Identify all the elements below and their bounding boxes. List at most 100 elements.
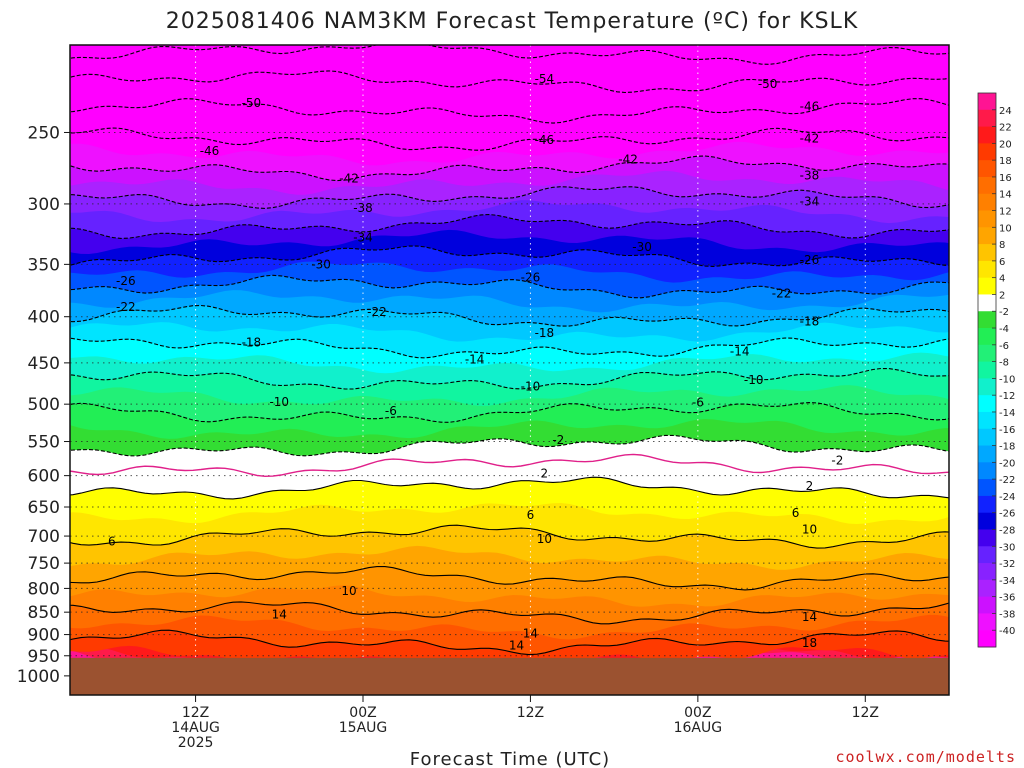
colorbar-label: 8 [999, 240, 1005, 251]
colorbar-label: 14 [999, 190, 1012, 201]
colorbar-swatch [978, 529, 996, 547]
pressure-tick-label: 350 [28, 255, 60, 275]
isotherm-line [70, 629, 949, 656]
contour-label: 18 [802, 636, 817, 650]
contour-label: -30 [311, 257, 331, 271]
colorbar-swatch [978, 596, 996, 614]
contour-label: -46 [800, 100, 820, 114]
pressure-tick-label: 550 [28, 433, 60, 453]
temperature-fill [70, 45, 949, 695]
contour-label: -22 [367, 305, 387, 319]
colorbar-label: -12 [999, 391, 1015, 402]
time-tick-label: 15AUG [339, 720, 388, 736]
contour-label: -14 [465, 352, 485, 366]
contour-label: 2 [806, 479, 814, 493]
contour-label: 14 [523, 627, 538, 641]
contour-label: -14 [730, 344, 750, 358]
contour-label: -38 [800, 168, 820, 182]
time-tick-label: 00Z [684, 705, 711, 721]
contour-label: -42 [339, 171, 359, 185]
colorbar-label: -36 [999, 593, 1015, 604]
isotherm-line [70, 245, 949, 267]
colorbar-label: -26 [999, 509, 1015, 520]
contour-label: -46 [535, 133, 555, 147]
isotherm-line [70, 524, 949, 549]
colorbar-swatch [978, 93, 996, 111]
contour-label: 10 [802, 522, 817, 536]
colorbar-swatch [978, 428, 996, 447]
colorbar-label: -8 [999, 358, 1009, 369]
contour-label: -22 [116, 300, 136, 314]
colorbar-label: -6 [999, 341, 1009, 352]
plot-frame [69, 44, 950, 696]
pressure-axis: 250 300 350 400 450 500 550 600 650 700 750 800 850 9… [17, 123, 70, 687]
contour-label: 6 [108, 535, 116, 549]
contour-label: -26 [116, 274, 136, 288]
colorbar-label: 20 [999, 139, 1012, 150]
isotherm-line [70, 566, 949, 591]
colorbar-swatch [978, 361, 996, 379]
colorbar-frame [977, 92, 997, 648]
colorbar-swatch [978, 630, 996, 648]
pressure-tick-label: 250 [28, 123, 60, 143]
colorbar-label: 4 [999, 274, 1005, 285]
colorbar-swatch [978, 411, 996, 430]
time-tick-label: 2025 [178, 735, 214, 751]
colorbar-label: -16 [999, 425, 1015, 436]
contour-label: -10 [269, 395, 289, 409]
pressure-tick-label: 750 [28, 554, 60, 574]
contour-label: -26 [521, 271, 541, 285]
contour-label: -22 [772, 286, 792, 300]
contour-label: -34 [800, 194, 820, 208]
contour-label: -6 [385, 404, 397, 418]
colorbar-swatch [978, 143, 996, 161]
colorbar-label: -32 [999, 559, 1015, 570]
contour-label: -42 [800, 132, 820, 146]
time-tick-label: 00Z [349, 705, 376, 721]
colorbar-swatch [978, 613, 996, 631]
pressure-tick-label: 650 [28, 498, 60, 518]
pressure-tick-label: 500 [28, 395, 60, 415]
contour-label: -50 [758, 77, 778, 91]
colorbar-swatch [978, 328, 996, 346]
colorbar-label: -28 [999, 525, 1015, 536]
contour-label: -18 [242, 335, 262, 349]
colorbar-swatch [978, 512, 996, 530]
contour-label: -26 [800, 253, 820, 267]
contour-label: -38 [353, 201, 373, 215]
isotherm-line [70, 402, 949, 423]
colorbar-label: 16 [999, 173, 1012, 184]
contour-label: -6 [692, 396, 704, 410]
pressure-tick-label: 950 [28, 647, 60, 667]
pressure-tick-label: 450 [28, 354, 60, 374]
colorbar-swatch [978, 395, 996, 413]
temp-band [70, 45, 949, 166]
colorbar-swatch [978, 495, 996, 514]
contour-label: -46 [200, 144, 220, 158]
colorbar-swatch [978, 579, 996, 598]
grid-lines [70, 45, 949, 695]
contour-label: -18 [800, 315, 820, 329]
colorbar-swatch [978, 563, 996, 581]
contour-label: -42 [618, 153, 638, 167]
time-tick-label: 16AUG [674, 720, 723, 736]
colorbar-label: 24 [999, 106, 1012, 117]
colorbar-swatch [978, 445, 996, 463]
source-credit: coolwx.com/modelts [835, 748, 1016, 766]
time-tick-label: 12Z [852, 705, 879, 721]
temperature-colorbar: 24 22 20 18 16 14 12 10 8 6 4 2 -2 -4 -6 -8 -10 -12 -14 -16… [977, 92, 1015, 648]
pressure-tick-label: 400 [28, 308, 60, 328]
colorbar-swatch [978, 462, 996, 480]
colorbar-swatch [978, 311, 996, 329]
colorbar-label: -10 [999, 374, 1015, 385]
pressure-tick-label: 1000 [17, 667, 60, 687]
pressure-tick-label: 700 [28, 527, 60, 547]
colorbar-label: -40 [999, 626, 1015, 637]
colorbar-swatch [978, 344, 996, 363]
contour-label: 14 [509, 638, 524, 652]
colorbar-label: -18 [999, 442, 1015, 453]
colorbar-swatch [978, 227, 996, 245]
colorbar-swatch [978, 277, 996, 295]
